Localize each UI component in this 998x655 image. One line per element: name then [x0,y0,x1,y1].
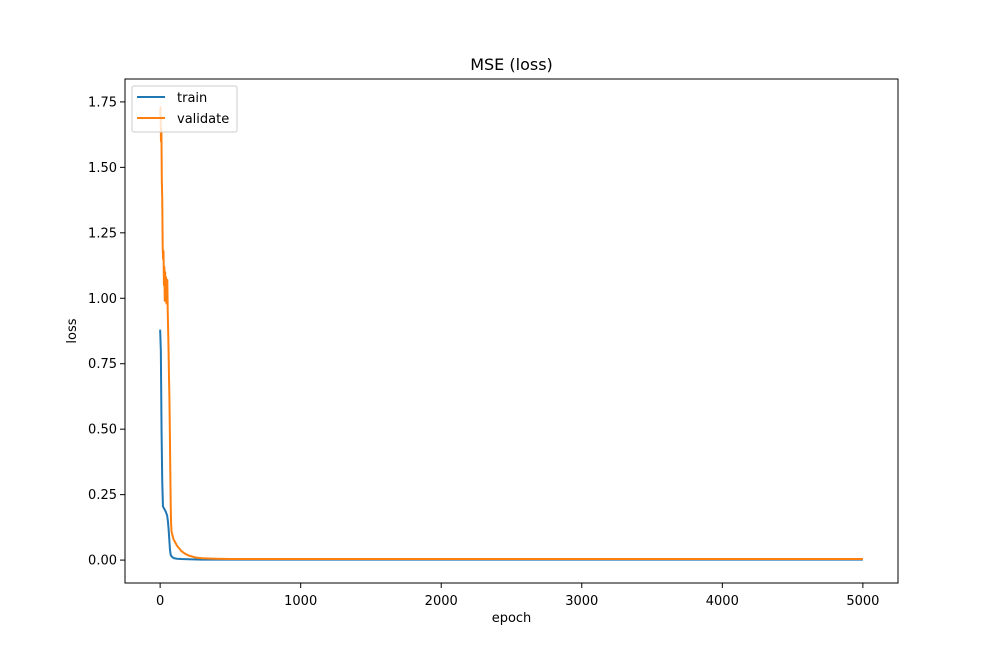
x-axis: 0 1000 2000 3000 4000 5000 [156,583,879,609]
y-tick-label: 0.25 [88,488,117,503]
x-tick-label: 3000 [565,594,598,609]
x-tick-label: 2000 [425,594,458,609]
plot-frame [124,78,899,584]
y-tick-label: 1.75 [88,95,117,110]
x-tick-label: 0 [156,594,164,609]
y-axis-label: loss [65,318,80,343]
chart-title: MSE (loss) [470,55,553,74]
x-axis-label: epoch [492,611,532,626]
y-tick-label: 1.50 [88,161,117,176]
x-tick-label: 1000 [284,594,317,609]
y-tick-label: 0.50 [88,423,117,438]
legend: train validate [131,85,238,133]
y-tick-label: 1.25 [88,226,117,241]
series-line-validate [159,106,863,561]
x-tick-label: 5000 [846,594,879,609]
x-tick-label: 4000 [706,594,739,609]
legend-label-train: train [177,91,207,106]
y-axis: 0.00 0.25 0.50 0.75 1.00 1.25 1.50 1.75 [88,95,125,569]
series-layer [159,106,863,561]
y-tick-label: 1.00 [88,292,117,307]
legend-label-validate: validate [177,112,229,127]
y-tick-label: 0.00 [88,554,117,569]
y-tick-label: 0.75 [88,357,117,372]
